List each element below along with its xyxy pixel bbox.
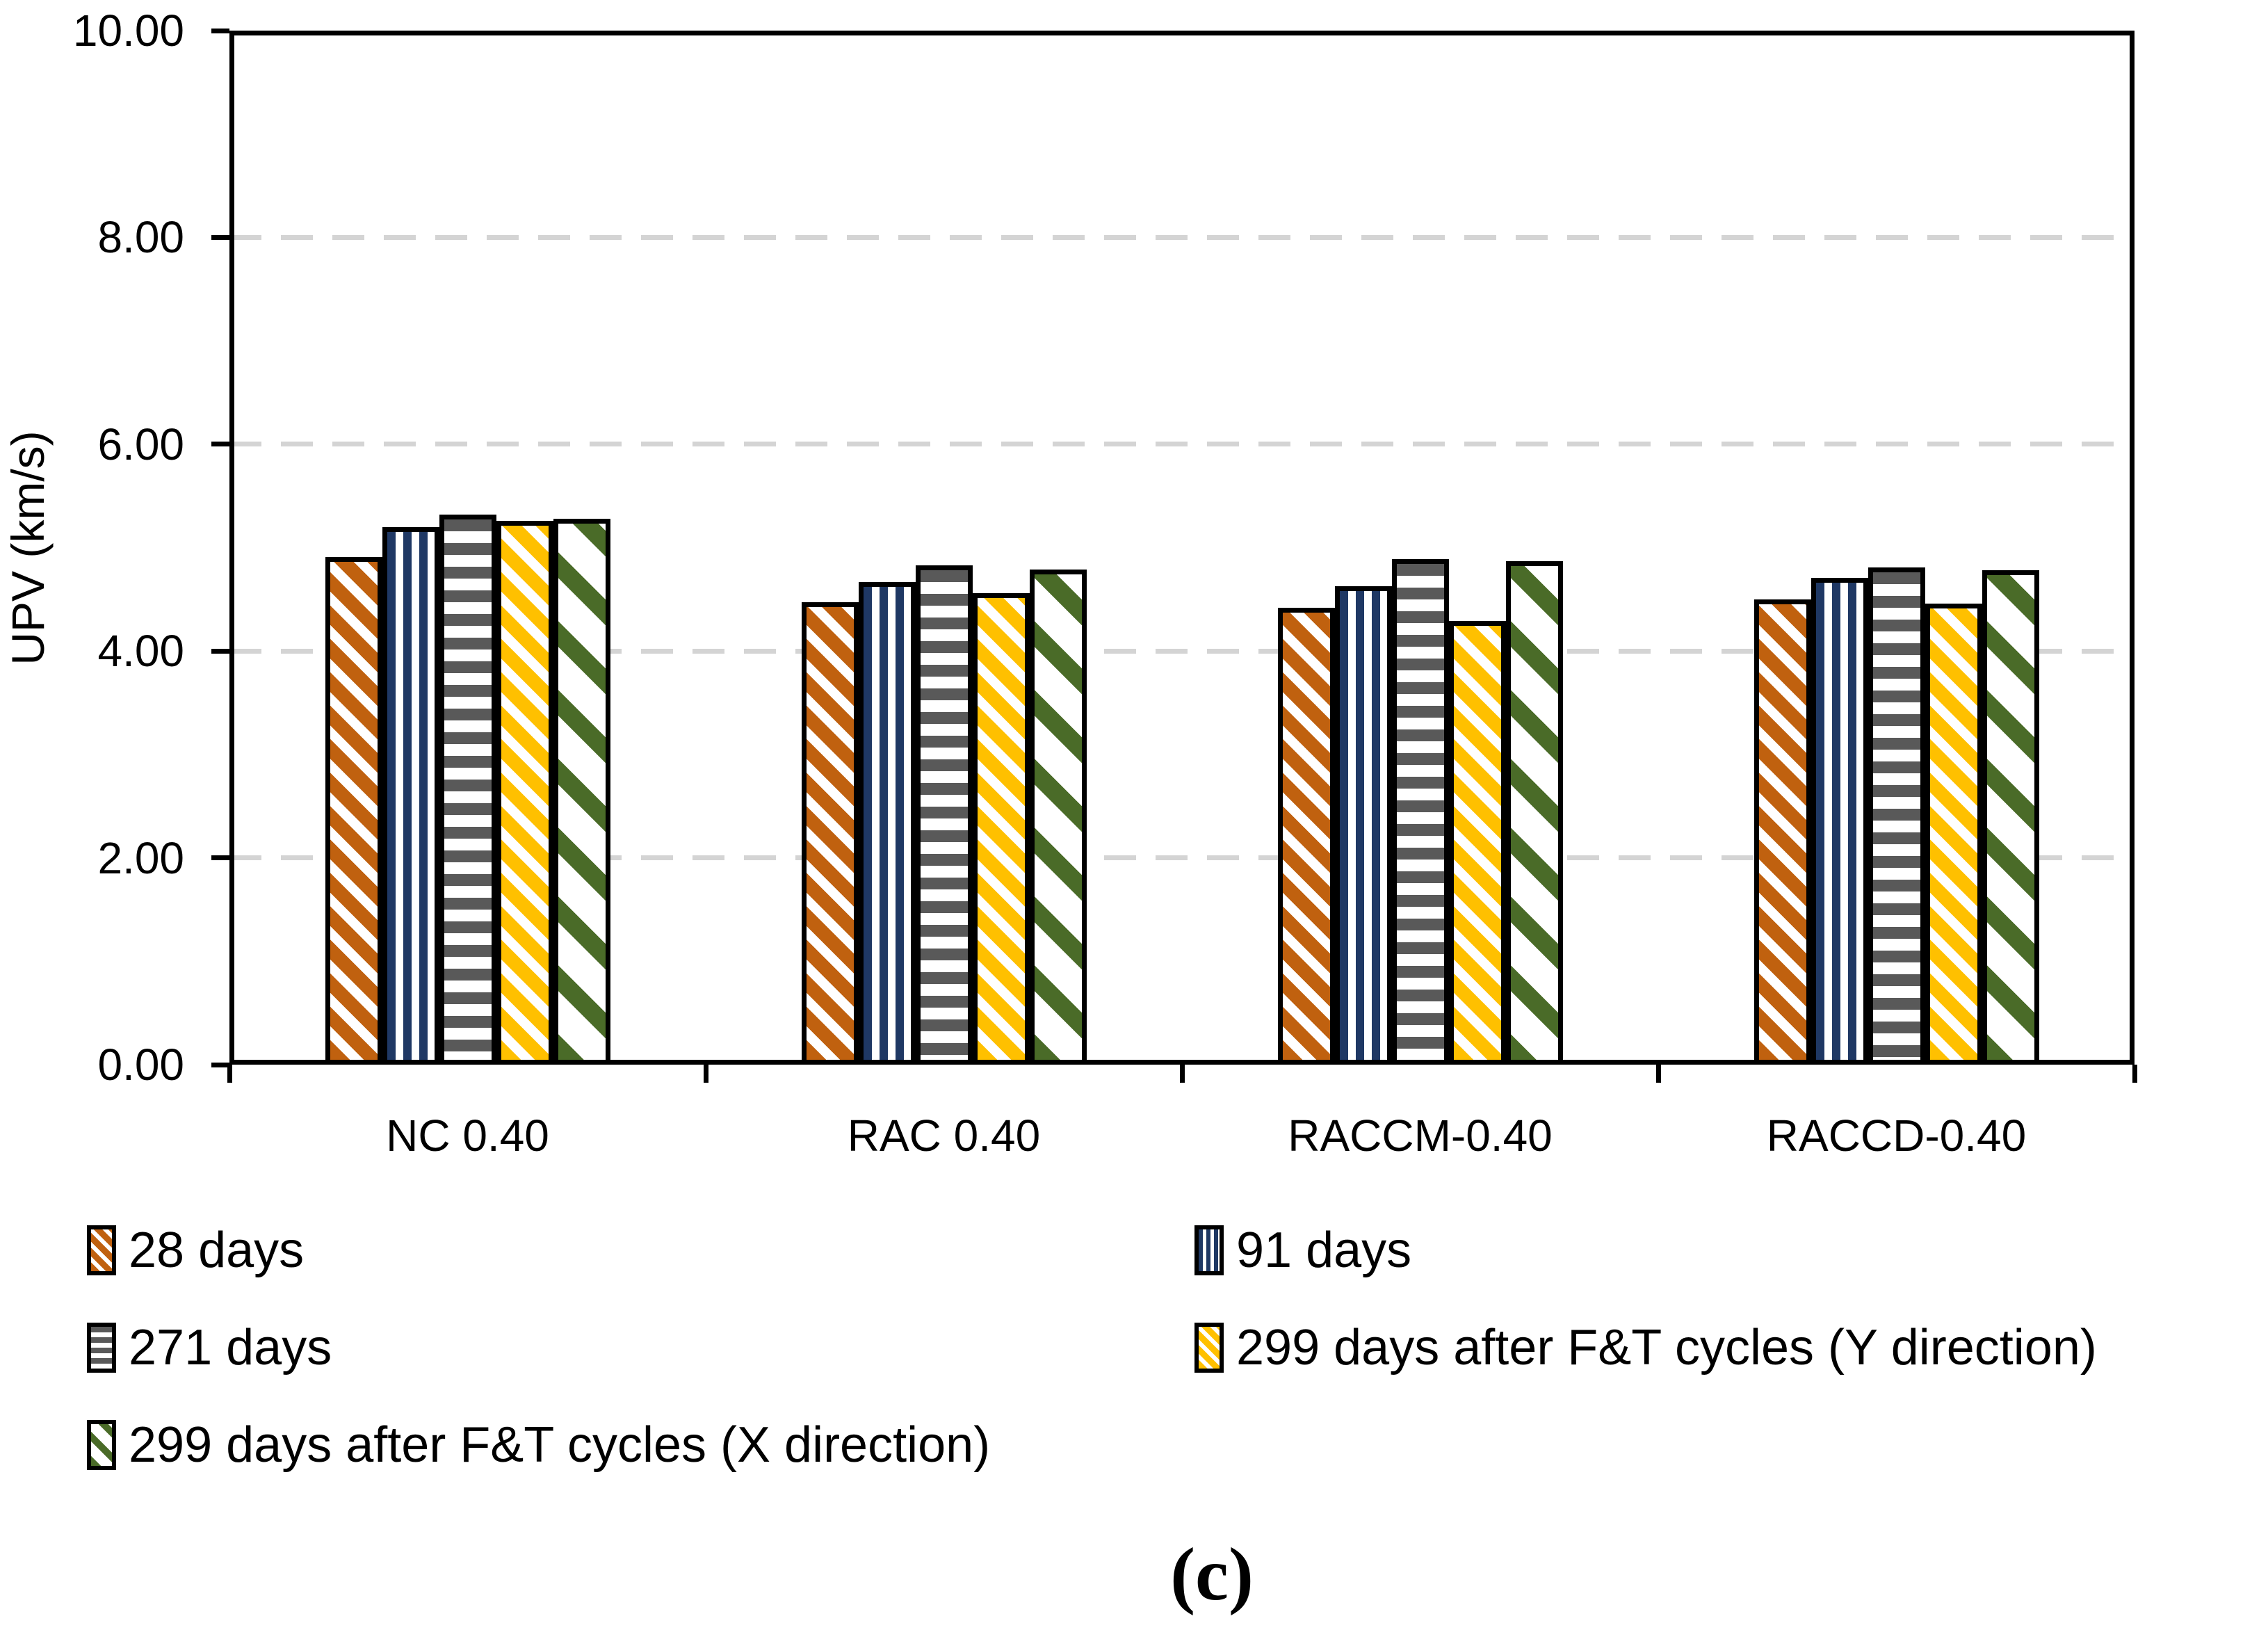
bar-RACCM-0.40-91 days — [1334, 586, 1392, 1065]
bar-RACCD-0.40-28 days — [1753, 599, 1811, 1065]
category-label-NC 0.40: NC 0.40 — [386, 1111, 549, 1161]
legend-label: 299 days after F&T cycles (X direction) — [129, 1417, 991, 1473]
legend-swatch-diagonal-icon — [87, 1225, 116, 1275]
bar-RACCM-0.40-299 days after F&T cycles (Y direction) — [1448, 621, 1506, 1065]
category-label-RACCM-0.40: RACCM-0.40 — [1288, 1111, 1553, 1161]
y-tick-4.00 — [211, 648, 229, 654]
bar-RACCD-0.40-271 days — [1868, 567, 1925, 1065]
legend-entry-271 days: 271 days — [87, 1320, 332, 1375]
bar-RACCM-0.40-271 days — [1391, 558, 1449, 1065]
legend-label: 299 days after F&T cycles (Y direction) — [1236, 1320, 2097, 1375]
plot-frame — [229, 31, 2135, 1065]
y-tick-label: 0.00 — [97, 1040, 184, 1090]
legend-swatch-horizontal-icon — [87, 1323, 116, 1373]
bar-NC 0.40-299 days after F&T cycles (X direction) — [553, 518, 610, 1065]
legend-swatch-diagonal-icon — [1194, 1323, 1224, 1373]
bar-RACCM-0.40-299 days after F&T cycles (X direction) — [1505, 560, 1563, 1065]
legend-label: 28 days — [129, 1222, 305, 1278]
gridline-6 — [229, 442, 2135, 447]
y-axis-title: UPV (km/s) — [2, 430, 54, 665]
bar-RAC 0.40-28 days — [801, 602, 859, 1065]
y-tick-label: 8.00 — [97, 212, 184, 263]
y-tick-label: 2.00 — [97, 832, 184, 883]
legend-label: 91 days — [1236, 1222, 1412, 1278]
bar-NC 0.40-299 days after F&T cycles (Y direction) — [496, 520, 553, 1065]
category-label-RACCD-0.40: RACCD-0.40 — [1766, 1111, 2027, 1161]
plot-area: 0.00 2.00 4.00 6.00 8.00 10.00 NC 0.40 RAC 0.4… — [73, 6, 2137, 1160]
category-label-RAC 0.40: RAC 0.40 — [847, 1111, 1041, 1161]
y-tick-label: 10.00 — [72, 6, 184, 56]
bar-RAC 0.40-299 days after F&T cycles (X direction) — [1029, 569, 1087, 1065]
gridline-2 — [229, 855, 2135, 861]
y-tick-6.00 — [211, 442, 229, 447]
legend-entry-28 days: 28 days — [87, 1222, 304, 1278]
bar-RACCD-0.40-299 days after F&T cycles (Y direction) — [1925, 603, 1982, 1065]
legend-entry-91 days: 91 days — [1194, 1222, 1411, 1278]
legend-swatch-diagonal-wide-icon — [87, 1420, 116, 1470]
legend-swatch-vertical-icon — [1194, 1225, 1224, 1275]
y-tick-10.00 — [211, 28, 229, 33]
y-tick-label: 4.00 — [97, 626, 184, 677]
gridline-8 — [229, 234, 2135, 240]
bar-NC 0.40-91 days — [382, 526, 439, 1065]
x-tick-boundary-2 — [1179, 1065, 1185, 1083]
bar-NC 0.40-271 days — [439, 514, 496, 1065]
bar-RAC 0.40-271 days — [915, 565, 973, 1065]
bar-RACCD-0.40-299 days after F&T cycles (X direction) — [1982, 570, 2039, 1065]
gridline-4 — [229, 648, 2135, 654]
bar-NC 0.40-28 days — [325, 556, 382, 1065]
figure-caption: (c) — [1170, 1533, 1254, 1616]
bar-RAC 0.40-299 days after F&T cycles (Y direction) — [972, 592, 1030, 1065]
x-tick-boundary-4 — [2132, 1065, 2137, 1083]
bar-RACCM-0.40-28 days — [1277, 607, 1335, 1065]
y-tick-2.00 — [211, 855, 229, 861]
legend-entry-299 days after F&T cycles (Y direction): 299 days after F&T cycles (Y direction) — [1194, 1320, 2097, 1375]
y-tick-8.00 — [211, 234, 229, 240]
legend-label: 271 days — [129, 1320, 332, 1375]
y-tick-0.00 — [211, 1062, 229, 1067]
x-tick-boundary-1 — [703, 1065, 708, 1083]
legend-entry-299 days after F&T cycles (X direction): 299 days after F&T cycles (X direction) — [87, 1417, 990, 1473]
y-tick-label: 6.00 — [97, 419, 184, 469]
bar-RAC 0.40-91 days — [858, 581, 916, 1065]
x-tick-boundary-0 — [227, 1065, 232, 1083]
x-tick-boundary-3 — [1655, 1065, 1661, 1083]
bar-RACCD-0.40-91 days — [1811, 577, 1868, 1065]
